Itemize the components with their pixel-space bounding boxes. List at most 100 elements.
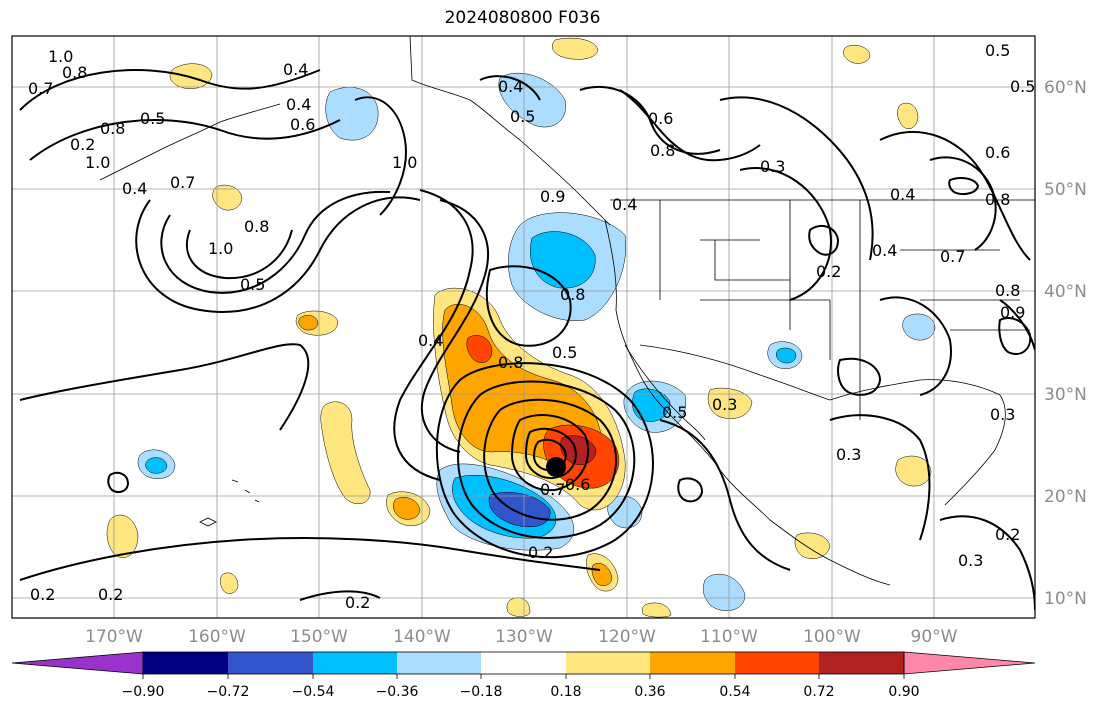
contour-label: 0.8 [100,119,125,138]
lon-tick-label: 110°W [700,627,758,647]
shade-neg-light [702,573,746,611]
contour-label: 0.2 [995,525,1020,544]
lat-tick-label: 50°N [1044,180,1087,200]
contour-label: 0.6 [290,115,315,134]
contour-label: 1.0 [85,153,110,172]
contour-label: 0.4 [612,195,637,214]
shaded-anomaly-regions [106,37,936,618]
contour-label: 0.8 [62,63,87,82]
colorbar-segment [143,652,228,674]
contour-label: 0.7 [540,480,565,499]
shade-neg-medium [145,457,168,474]
baja-california [624,344,706,441]
contour-label: 1.0 [208,239,233,258]
contour-label: 0.8 [244,217,269,236]
lon-tick-label: 90°W [911,627,958,647]
lat-tick-label: 30°N [1044,385,1087,405]
coastlines-and-borders [99,36,1035,586]
colorbar-segment [819,652,904,674]
colorbar-label: 0.54 [719,684,750,700]
contour-label: 0.3 [958,551,983,570]
colorbar-label: −0.72 [207,684,250,700]
map-plot: 1.0 0.8 0.7 0.2 1.0 0.8 0.5 0.4 0.7 0.4 … [12,36,1035,618]
colorbar: −0.90 −0.72 −0.54 −0.36 −0.18 0.18 0.36 … [11,651,1036,700]
colorbar-label: 0.72 [803,684,834,700]
contour-label: 0.9 [1000,303,1025,322]
colorbar-label: −0.54 [292,684,335,700]
hawaii-islands [199,479,260,527]
contour-label: 0.8 [995,281,1020,300]
shade-neg-light [607,495,643,529]
contour-label: 0.5 [1010,77,1035,96]
contour-label: 0.2 [816,262,841,281]
contour-lines [19,69,1035,611]
shade-pos-medium [298,315,319,331]
contour-label: 0.9 [540,187,565,206]
shade-neg-medium [776,347,797,364]
shade-pos-light [707,387,753,419]
aleutian-islands [99,103,281,181]
map-frame [11,35,1036,619]
shade-pos-light [794,532,831,559]
shade-pos-light [642,602,672,618]
colorbar-label: −0.90 [122,684,165,700]
shade-neg-light [325,87,379,141]
contour-label: 0.8 [498,353,523,372]
contour-labels: 1.0 0.8 0.7 0.2 1.0 0.8 0.5 0.4 0.7 0.4 … [28,41,1035,612]
colorbar-max-extension [903,651,1036,675]
colorbar-segment [313,652,397,674]
lon-tick-label: 140°W [393,627,451,647]
shade-neg-medium [632,388,671,422]
contour-label: 0.5 [552,343,577,362]
contour-label: 0.3 [760,157,785,176]
contour-label: 0.8 [560,285,585,304]
lat-tick-label: 40°N [1044,282,1087,302]
contour-label: 0.5 [140,109,165,128]
contour-label: 0.7 [28,79,53,98]
alaska-coast [409,36,611,226]
shade-pos-light [897,102,919,130]
shade-pos-strong [466,335,493,363]
shade-pos-light [212,184,243,211]
contour-label: 0.3 [712,395,737,414]
colorbar-label: 0.36 [634,684,665,700]
lon-tick-label: 130°W [495,627,553,647]
contour-label: 0.6 [648,109,673,128]
contour-label: 0.5 [662,403,687,422]
contour-label: 0.4 [283,60,308,79]
lat-tick-label: 20°N [1044,487,1087,507]
colorbar-segment [481,652,566,674]
lat-tick-label: 60°N [1044,78,1087,98]
storm-center-marker [546,457,566,477]
contour-label: 0.5 [240,275,265,294]
colorbar-label: 0.90 [888,684,919,700]
contour-label: 0.7 [170,173,195,192]
lon-tick-label: 150°W [290,627,348,647]
contour-label: 0.4 [498,77,523,96]
shade-pos-light [106,514,139,558]
colorbar-min-extension [11,651,144,675]
contour-label: 0.4 [890,185,915,204]
colorbar-label: −0.18 [460,684,503,700]
contour-label: 0.5 [510,107,535,126]
north-america-west-coast [604,219,891,586]
shade-pos-light [219,572,239,594]
contour-label: 0.3 [836,445,861,464]
longitude-ticks: 170°W 160°W 150°W 140°W 130°W 120°W 110°… [85,627,958,647]
lon-tick-label: 120°W [598,627,656,647]
contour-label: 0.4 [872,241,897,260]
shade-pos-medium [393,497,421,520]
latitude-ticks: 60°N 50°N 40°N 30°N 20°N 10°N [1044,78,1087,609]
colorbar-segment [650,652,735,674]
contour-label: 0.3 [990,405,1015,424]
gulf-coast [829,379,1006,506]
lon-tick-label: 170°W [85,627,143,647]
colorbar-label: 0.18 [550,684,581,700]
contour-label: 0.4 [286,95,311,114]
contour-label: 0.6 [565,475,590,494]
shade-neg-light [902,313,936,341]
lat-lon-grid [12,36,1035,618]
lat-tick-label: 10°N [1044,589,1087,609]
colorbar-segment [228,652,313,674]
